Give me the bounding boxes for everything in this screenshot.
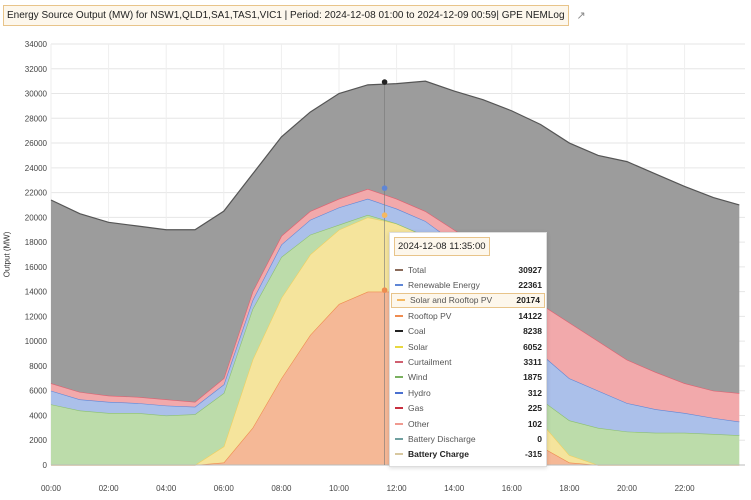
x-tick-label: 16:00 bbox=[502, 484, 523, 493]
x-tick-label: 08:00 bbox=[271, 484, 292, 493]
tooltip-label: Gas bbox=[408, 403, 424, 414]
x-tick-label: 18:00 bbox=[559, 484, 580, 493]
y-tick-label: 16000 bbox=[25, 263, 48, 272]
legend-swatch-icon bbox=[395, 376, 403, 379]
tooltip-row: Solar and Rooftop PV 20174 bbox=[391, 292, 545, 309]
tooltip-label: Coal bbox=[408, 326, 426, 337]
x-tick-label: 00:00 bbox=[41, 484, 62, 493]
x-tick-label: 06:00 bbox=[214, 484, 235, 493]
y-tick-label: 8000 bbox=[29, 362, 47, 371]
tooltip-label: Rooftop PV bbox=[408, 310, 452, 321]
tooltip-value: 102 bbox=[527, 418, 542, 429]
x-tick-label: 20:00 bbox=[617, 484, 638, 493]
tooltip-value: 312 bbox=[527, 387, 542, 398]
tooltip-row: Rooftop PV 14122 bbox=[390, 308, 546, 323]
y-tick-label: 12000 bbox=[25, 312, 48, 321]
legend-swatch-icon bbox=[395, 284, 403, 287]
tooltip-label: Battery Discharge bbox=[408, 433, 476, 444]
x-tick-label: 10:00 bbox=[329, 484, 350, 493]
tooltip-value: 8238 bbox=[523, 326, 542, 337]
y-tick-label: 34000 bbox=[25, 40, 48, 49]
tooltip-value: 0 bbox=[537, 433, 542, 444]
line-coal bbox=[50, 80, 740, 231]
y-tick-label: 4000 bbox=[29, 411, 47, 420]
external-link-icon[interactable]: ↗ bbox=[576, 10, 586, 22]
y-tick-label: 24000 bbox=[25, 164, 48, 173]
tooltip-label: Renewable Energy bbox=[408, 280, 480, 291]
y-tick-label: 26000 bbox=[25, 139, 48, 148]
legend-swatch-icon bbox=[395, 314, 403, 317]
tooltip-value: 30927 bbox=[518, 264, 542, 275]
tooltip-row: Renewable Energy 22361 bbox=[390, 277, 546, 292]
hover-marker bbox=[381, 212, 388, 218]
tooltip-row: Curtailment 3311 bbox=[390, 354, 546, 369]
legend-swatch-icon bbox=[395, 361, 403, 364]
tooltip-value: 3311 bbox=[523, 357, 542, 368]
tooltip-label: Total bbox=[408, 264, 426, 275]
y-tick-label: 30000 bbox=[25, 90, 48, 99]
tooltip-label: Solar bbox=[408, 341, 428, 352]
area-wind bbox=[51, 214, 740, 465]
hover-marker bbox=[381, 287, 388, 293]
tooltip-time: 2024-12-08 11:35:00 bbox=[394, 237, 490, 256]
x-tick-label: 02:00 bbox=[99, 484, 120, 493]
legend-swatch-icon bbox=[395, 345, 403, 348]
legend-swatch-icon bbox=[395, 407, 403, 410]
x-tick-label: 22:00 bbox=[675, 484, 696, 493]
legend-swatch-icon bbox=[395, 330, 403, 333]
y-tick-label: 14000 bbox=[25, 288, 48, 297]
tooltip-value: 225 bbox=[527, 403, 542, 414]
x-tick-label: 04:00 bbox=[156, 484, 177, 493]
y-tick-label: 2000 bbox=[29, 436, 47, 445]
tooltip-value: 6052 bbox=[523, 341, 542, 352]
hover-marker bbox=[381, 185, 388, 191]
tooltip-row: Hydro 312 bbox=[390, 385, 546, 400]
tooltip-label: Hydro bbox=[408, 387, 431, 398]
tooltip-value: 1875 bbox=[523, 372, 542, 383]
y-tick-label: 22000 bbox=[25, 189, 48, 198]
tooltip-row: Coal 8238 bbox=[390, 324, 546, 339]
chart-title: Energy Source Output (MW) for NSW1,QLD1,… bbox=[3, 5, 569, 26]
tooltip-label: Curtailment bbox=[408, 357, 452, 368]
tooltip-row: Wind 1875 bbox=[390, 370, 546, 385]
legend-swatch-icon bbox=[395, 268, 403, 271]
hover-marker bbox=[381, 79, 388, 85]
legend-swatch-icon bbox=[395, 422, 403, 425]
legend-swatch-icon bbox=[395, 453, 403, 456]
tooltip-label: Wind bbox=[408, 372, 428, 383]
y-tick-label: 0 bbox=[43, 461, 48, 470]
y-tick-label: 32000 bbox=[25, 65, 48, 74]
y-tick-label: 10000 bbox=[25, 337, 48, 346]
tooltip-row: Other 102 bbox=[390, 416, 546, 431]
x-tick-label: 14:00 bbox=[444, 484, 465, 493]
area-curtailment bbox=[51, 188, 740, 422]
tooltip-row: Battery Discharge 0 bbox=[390, 431, 546, 446]
tooltip-row: Gas 225 bbox=[390, 401, 546, 416]
x-tick-label: 12:00 bbox=[387, 484, 408, 493]
tooltip-row: Solar 6052 bbox=[390, 339, 546, 354]
tooltip-row: Battery Charge -315 bbox=[390, 447, 546, 462]
title-bar: Energy Source Output (MW) for NSW1,QLD1,… bbox=[3, 5, 586, 26]
tooltip-value: 22361 bbox=[518, 280, 542, 291]
tooltip-value: 14122 bbox=[518, 310, 542, 321]
y-tick-label: 6000 bbox=[29, 387, 47, 396]
tooltip-value: -315 bbox=[524, 449, 542, 460]
legend-swatch-icon bbox=[395, 437, 403, 440]
legend-swatch-icon bbox=[397, 299, 405, 302]
tooltip-value: 20174 bbox=[516, 295, 540, 306]
tooltip: 2024-12-08 11:35:00 Total 30927 Renewable … bbox=[389, 232, 547, 467]
y-tick-label: 20000 bbox=[25, 213, 48, 222]
tooltip-label: Solar and Rooftop PV bbox=[410, 295, 493, 306]
tooltip-label: Other bbox=[408, 418, 430, 429]
legend-swatch-icon bbox=[395, 391, 403, 394]
y-tick-label: 18000 bbox=[25, 238, 48, 247]
tooltip-label: Battery Charge bbox=[408, 449, 469, 460]
area-coal bbox=[51, 81, 740, 402]
y-tick-label: 28000 bbox=[25, 114, 48, 123]
tooltip-row: Total 30927 bbox=[390, 262, 546, 277]
